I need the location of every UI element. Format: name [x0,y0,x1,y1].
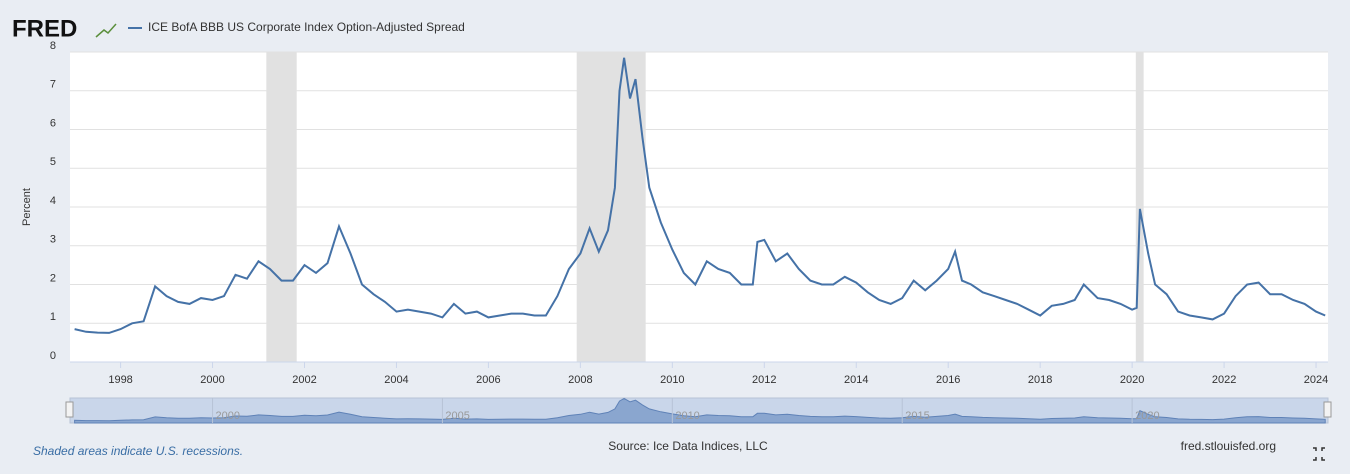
navigator-handle[interactable] [1323,401,1332,418]
x-tick-label: 2012 [752,374,776,386]
x-tick-label: 2020 [1120,374,1144,386]
y-tick-label: 5 [50,156,56,168]
navigator-tick-label: 2010 [675,410,699,422]
series-line [74,57,1326,334]
y-tick-label: 8 [50,40,56,52]
y-tick-label: 1 [50,311,56,323]
navigator-handle[interactable] [65,401,74,418]
x-tick-label: 1998 [108,374,132,386]
recession-note: Shaded areas indicate U.S. recessions. [33,444,243,458]
logo-icon [95,23,117,38]
navigator-area [74,397,1326,424]
x-tick-label: 2018 [1028,374,1052,386]
y-tick-label: 7 [50,79,56,91]
navigator-tick-label: 2015 [905,410,929,422]
x-tick-label: 2000 [200,374,224,386]
navigator-tick-label: 2005 [445,410,469,422]
x-tick-label: 2010 [660,374,684,386]
x-tick-label: 2024 [1304,374,1328,386]
x-tick-label: 2002 [292,374,316,386]
y-tick-label: 6 [50,117,56,129]
x-tick-label: 2016 [936,374,960,386]
x-tick-label: 2004 [384,374,408,386]
y-axis-label: Percent [21,188,33,226]
fullscreen-icon[interactable] [1313,447,1325,461]
x-tick-label: 2006 [476,374,500,386]
navigator-tick-label: 2020 [1135,410,1159,422]
brand-logo: FRED [12,15,77,42]
y-tick-label: 3 [50,234,56,246]
x-tick-label: 2008 [568,374,592,386]
x-tick-label: 2014 [844,374,868,386]
source: Source: Ice Data Indices, LLC [608,439,768,453]
site-link[interactable]: fred.stlouisfed.org [1181,439,1276,453]
x-tick-label: 2022 [1212,374,1236,386]
legend-label: ICE BofA BBB US Corporate Index Option-A… [148,20,465,34]
y-tick-label: 0 [50,350,56,362]
navigator-tick-label: 2000 [216,410,240,422]
y-tick-label: 4 [50,195,56,207]
y-tick-label: 2 [50,272,56,284]
